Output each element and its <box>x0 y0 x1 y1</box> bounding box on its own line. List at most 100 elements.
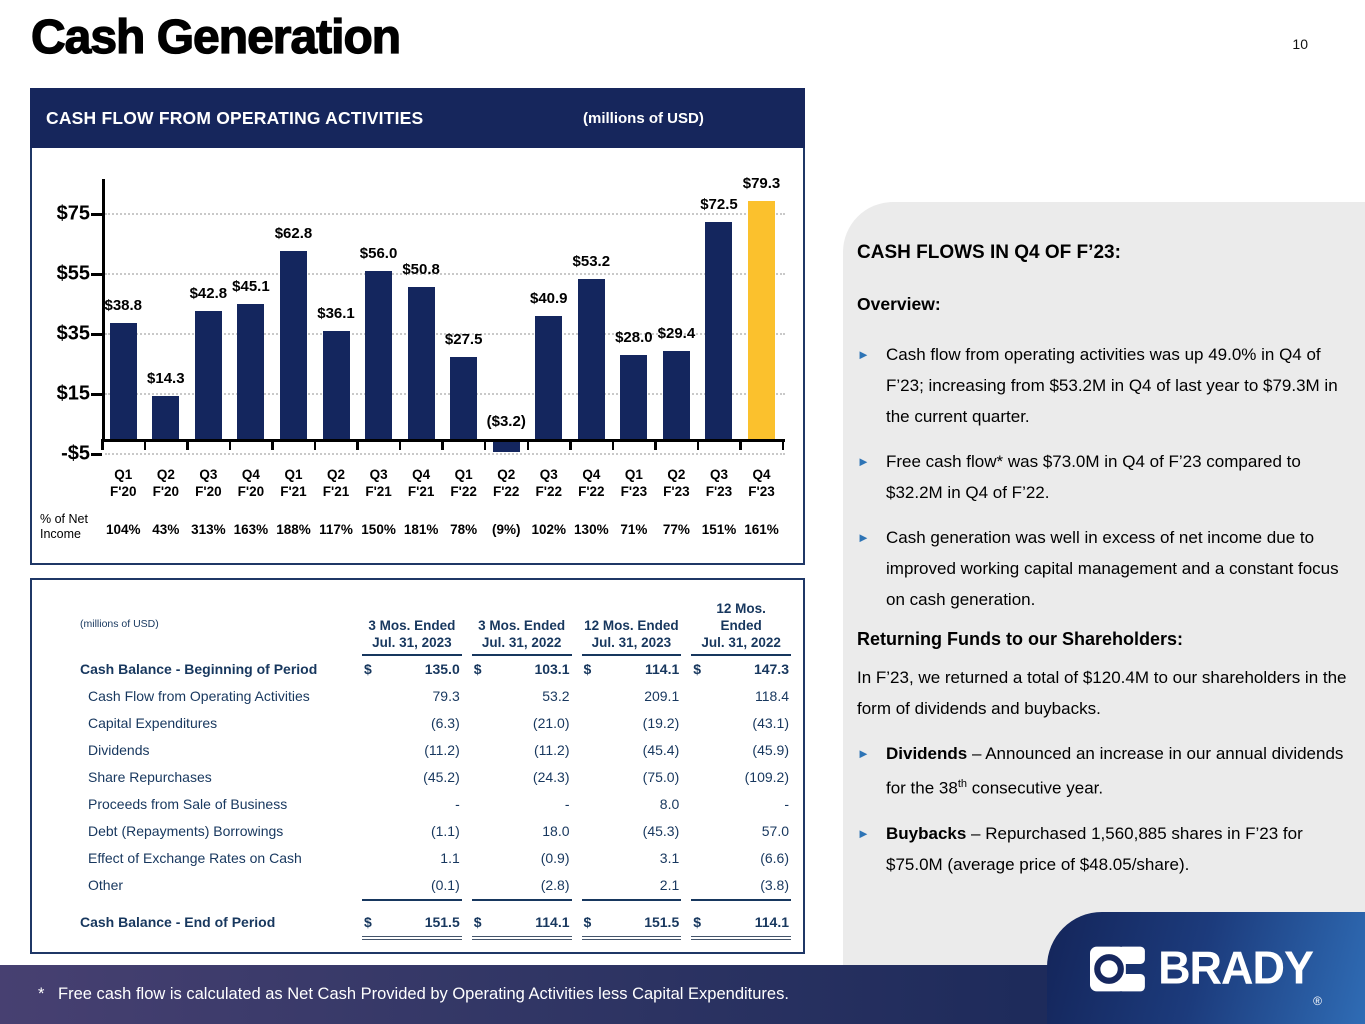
footnote-asterisk: * <box>38 985 45 1003</box>
x-axis-label: Q3 F'20 <box>195 467 222 499</box>
cash-flow-table-panel: (millions of USD) 3 Mos. Ended Jul. 31, 20… <box>30 578 805 954</box>
table-total-label: Cash Balance - End of Period <box>80 914 276 930</box>
bullet-arrow-icon: ► <box>857 530 870 545</box>
bar-chart: % of Net Income $75 $55 $35 $15 -$5 $38.8 Q1 F'… <box>30 148 805 565</box>
pct-net-income-value: (9%) <box>491 522 521 537</box>
x-axis-label: Q3 F'23 <box>705 467 733 499</box>
bullet-text: Free cash flow* was $73.0M in Q4 of F’23… <box>886 452 1301 502</box>
table-unit-label: (millions of USD) <box>80 618 159 630</box>
table-cell: (109.2) <box>744 769 789 785</box>
bar <box>152 396 180 439</box>
table-cell: $103.1 <box>473 661 570 677</box>
y-axis-label: $15 <box>56 382 90 405</box>
table-cell: - <box>784 796 789 812</box>
pct-net-income-value: 117% <box>319 522 353 537</box>
table-cell: $135.0 <box>364 661 460 677</box>
pct-net-income-value: 163% <box>233 522 269 537</box>
table-column-header: 12 Mos. Ended Jul. 31, 2023 <box>581 592 682 656</box>
table-row-label: Capital Expenditures <box>88 715 218 731</box>
pct-net-income-value: 313% <box>191 522 226 537</box>
y-axis-label: $55 <box>56 262 90 285</box>
bullet-item: ► Cash flow from operating activities was… <box>857 339 1353 432</box>
bullet-text: Buybacks – Repurchased 1,560,885 shares … <box>886 823 1303 874</box>
bullet-text: Dividends – Announced an increase in our… <box>886 744 1344 798</box>
table-cell: - <box>564 796 570 812</box>
x-axis-tick <box>654 439 657 450</box>
table-cell: (21.0) <box>532 715 570 731</box>
overview-heading: Overview: <box>857 294 941 314</box>
pct-net-income-value: 78% <box>450 522 478 537</box>
table-row-label: Dividends <box>88 742 150 758</box>
y-axis-label: $75 <box>56 202 90 225</box>
table-cell: 1.1 <box>440 850 460 866</box>
y-axis-line <box>102 179 105 442</box>
x-axis-tick <box>483 439 487 450</box>
table-cell: (24.3) <box>532 769 570 785</box>
returning-funds-heading: Returning Funds to our Shareholders: <box>857 629 1184 649</box>
bar <box>365 271 393 439</box>
bullet-item: ► Cash generation was well in excess of n… <box>857 522 1353 615</box>
table-cell: (45.9) <box>752 742 789 758</box>
x-axis-label: Q3 F'21 <box>365 467 392 499</box>
table-cell: - <box>455 796 460 812</box>
table-cell: (0.9) <box>540 850 570 866</box>
table-row-label: Effect of Exchange Rates on Cash <box>88 850 302 866</box>
bar-value-label: $29.4 <box>657 324 696 342</box>
x-axis-tick <box>441 439 444 450</box>
table-cell: $147.3 <box>693 661 789 677</box>
table-row-label: Proceeds from Sale of Business <box>88 796 288 812</box>
y-axis-tick <box>91 333 102 336</box>
table-cell: 79.3 <box>432 688 460 704</box>
table-cell: (45.3) <box>642 823 680 839</box>
chart-gridline <box>105 393 785 395</box>
pct-net-income-value: 151% <box>701 522 737 537</box>
pct-net-income-value: 181% <box>403 522 439 537</box>
bar-value-label: $50.8 <box>402 260 440 278</box>
pct-net-income-value: 104% <box>106 522 141 537</box>
bar <box>237 303 265 439</box>
table-cell: (1.1) <box>430 823 460 839</box>
table-total-cell: $114.1 <box>691 901 791 940</box>
x-axis-tick <box>696 439 700 450</box>
table-cell: (19.2) <box>642 715 680 731</box>
bar <box>577 279 605 439</box>
bullet-arrow-icon: ► <box>857 347 870 362</box>
x-axis-tick <box>101 439 104 450</box>
page-number: 10 <box>1292 36 1308 52</box>
bullet-item: ► Buybacks – Repurchased 1,560,885 shares… <box>857 818 1353 880</box>
table-cell: (75.0) <box>642 769 680 785</box>
bar-value-label: $28.0 <box>615 329 653 346</box>
table-total-cell: $151.5 <box>581 901 682 940</box>
pct-net-income-value: 77% <box>662 522 690 537</box>
cash-flow-table: (millions of USD) 3 Mos. Ended Jul. 31, 20… <box>80 592 791 940</box>
table-row-label: Share Repurchases <box>88 769 212 785</box>
bar-value-label: $62.8 <box>274 224 313 242</box>
table-row-label: Other <box>88 877 124 893</box>
table-row-label: Cash Balance - Beginning of Period <box>80 661 318 677</box>
bullet-arrow-icon: ► <box>857 454 870 469</box>
x-axis-tick <box>739 439 742 450</box>
chart-gridline <box>105 333 785 335</box>
x-axis-label: Q1 F'23 <box>620 467 648 499</box>
table-cell: (45.2) <box>423 769 460 785</box>
chart-header-bar: CASH FLOW FROM OPERATING ACTIVITIES (mil… <box>30 88 805 148</box>
pct-net-income-value: 150% <box>361 522 396 537</box>
bar-value-label: $27.5 <box>444 330 483 348</box>
registered-mark: ® <box>1313 994 1322 1008</box>
x-axis-label: Q1 F'21 <box>280 467 307 499</box>
bar <box>407 286 435 439</box>
bar-value-label: $79.3 <box>742 175 781 193</box>
x-axis-tick <box>228 439 232 450</box>
x-axis-label: Q4 F'20 <box>237 467 265 499</box>
chart-title: CASH FLOW FROM OPERATING ACTIVITIES <box>46 107 424 128</box>
x-axis-tick <box>781 439 785 450</box>
table-cell: $114.1 <box>583 661 680 677</box>
sidebar-heading: CASH FLOWS IN Q4 OF F’23: <box>857 242 1121 263</box>
x-axis-label: Q3 F'22 <box>535 467 563 499</box>
returning-funds-paragraph: In F’23, we returned a total of $120.4M … <box>857 668 1347 718</box>
x-axis-tick <box>271 439 274 450</box>
x-axis-label: Q2 F'21 <box>322 467 350 499</box>
x-axis-label: Q1 F'22 <box>450 467 477 499</box>
table-cell: 8.0 <box>659 796 680 812</box>
